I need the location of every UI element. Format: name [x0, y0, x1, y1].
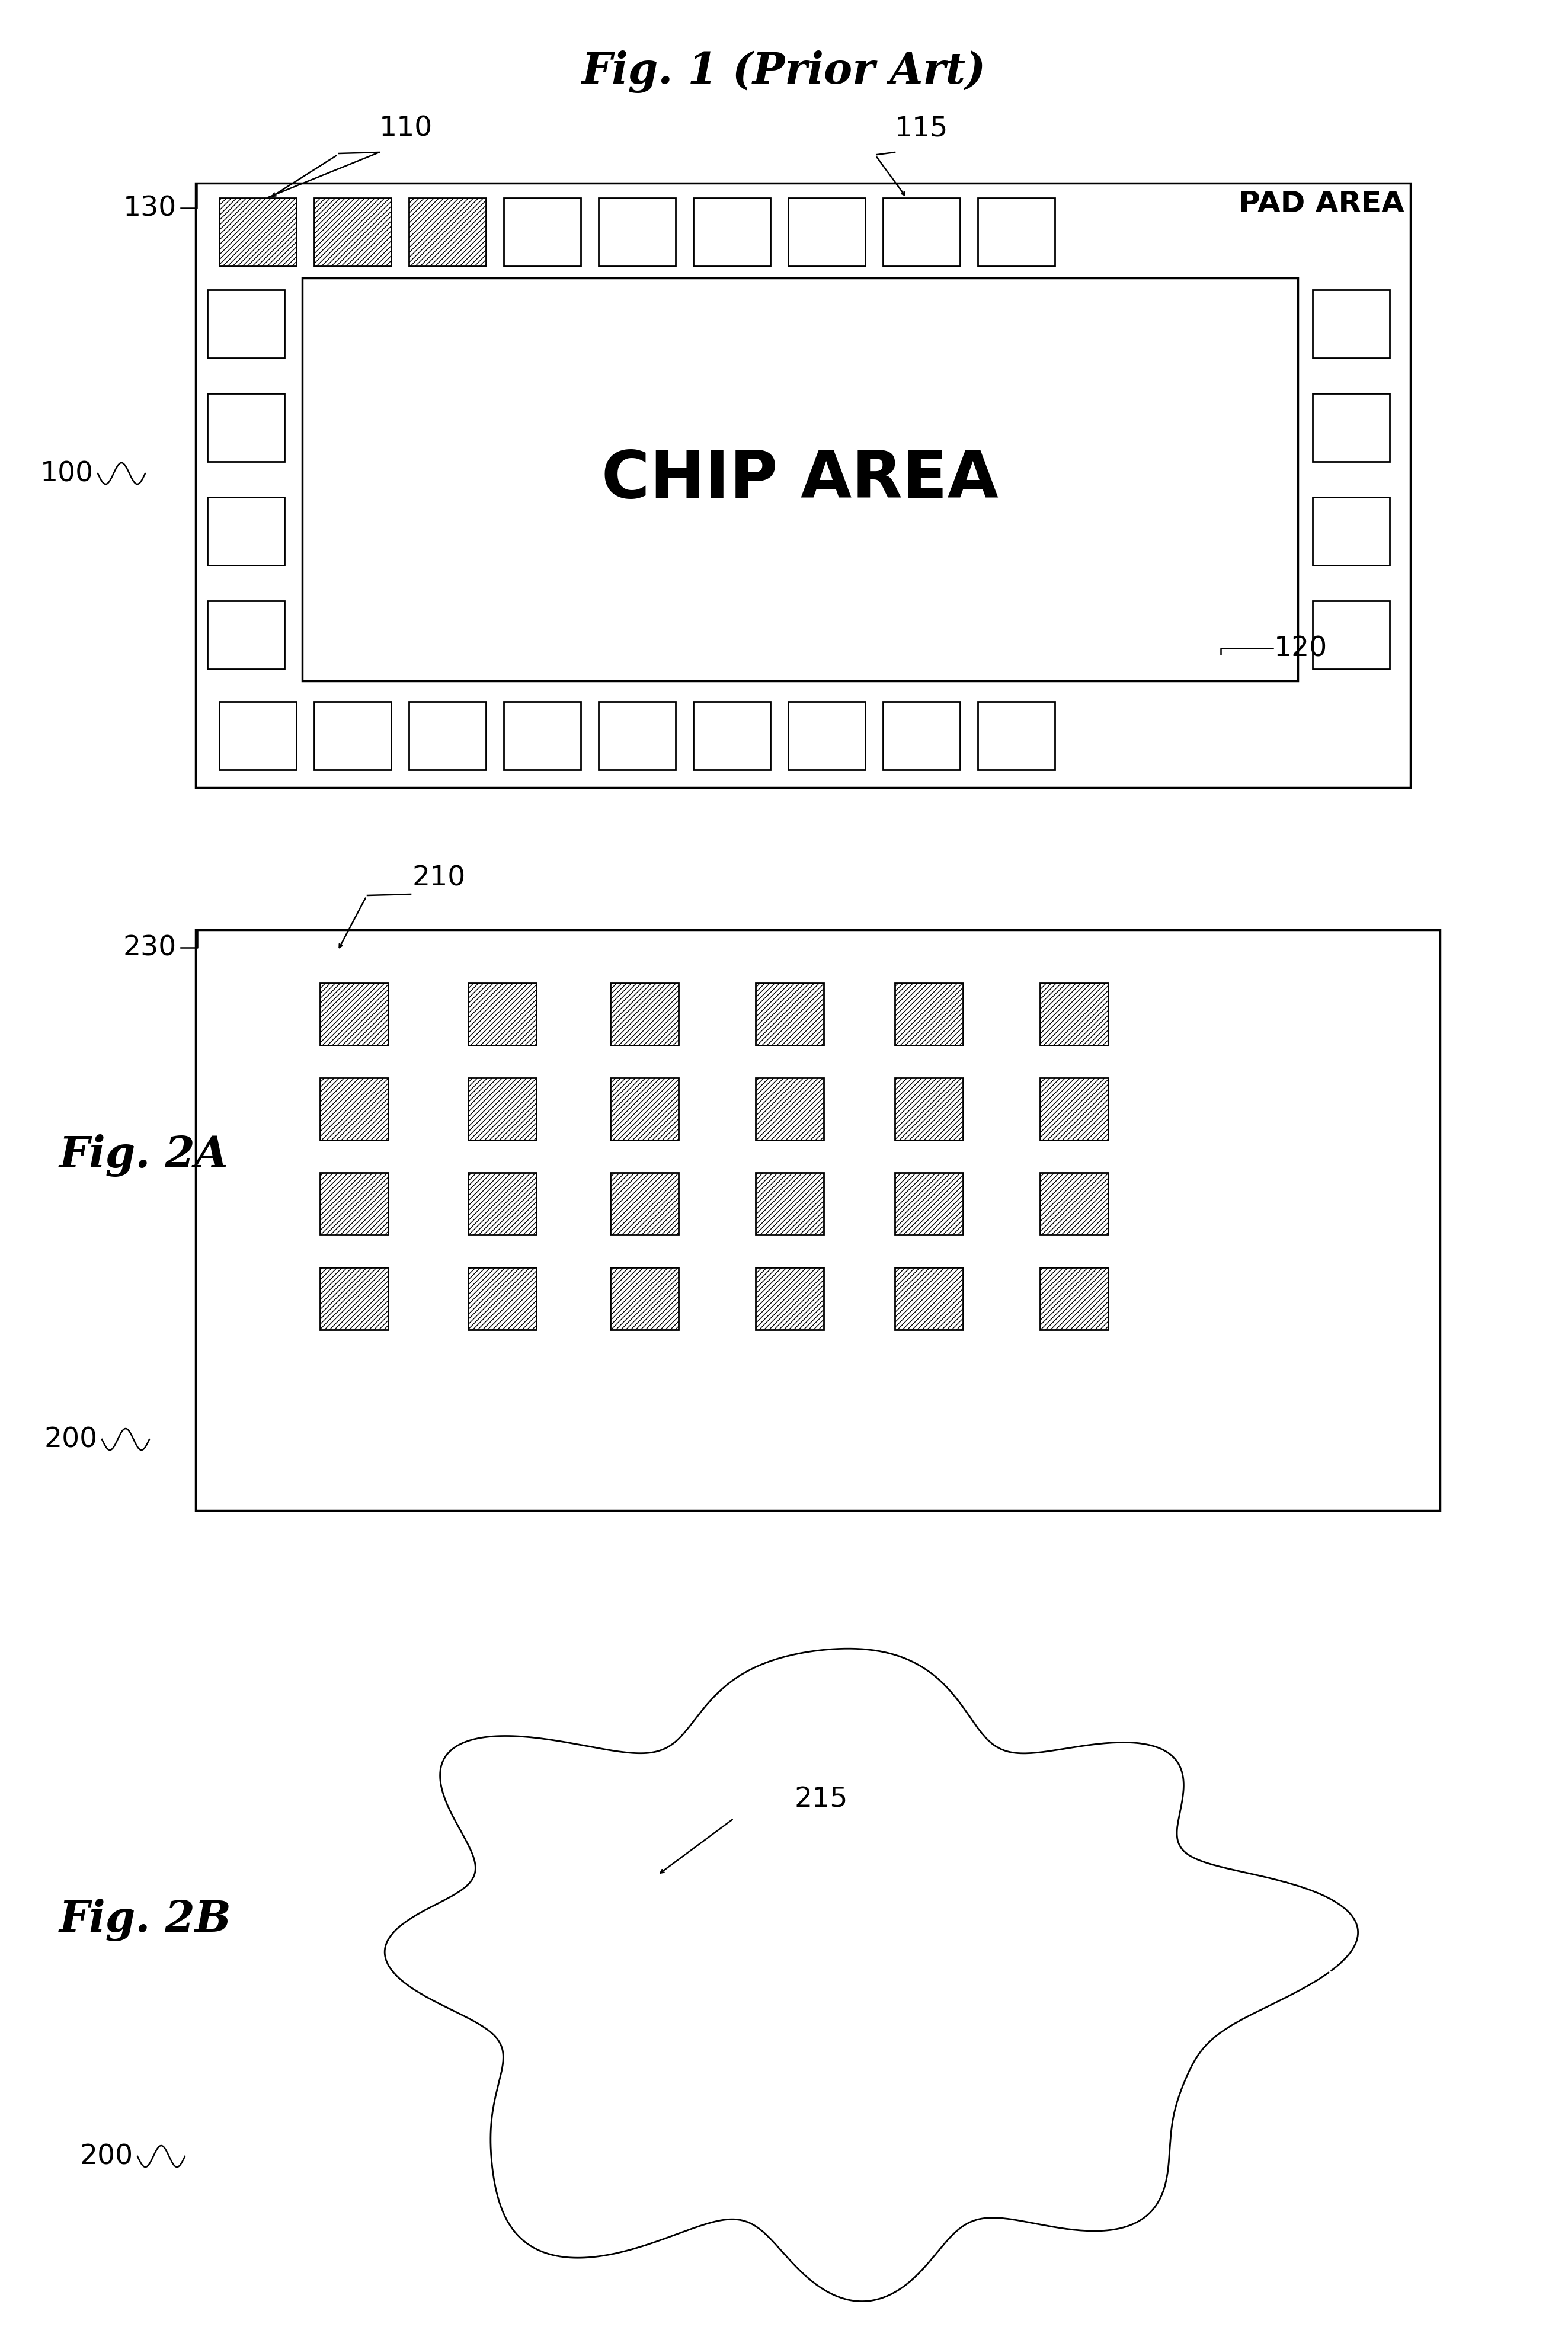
- Bar: [610, 1268, 679, 1331]
- Bar: [320, 1268, 389, 1331]
- Bar: [207, 394, 284, 462]
- Bar: [303, 279, 1298, 682]
- Bar: [409, 703, 486, 771]
- Bar: [220, 703, 296, 771]
- Bar: [895, 984, 963, 1045]
- Text: PAD AREA: PAD AREA: [1239, 190, 1405, 218]
- Text: 115: 115: [895, 115, 949, 143]
- Bar: [1040, 1174, 1109, 1235]
- Bar: [469, 1174, 536, 1235]
- Bar: [842, 1992, 919, 2059]
- Bar: [320, 984, 389, 1045]
- Bar: [207, 291, 284, 358]
- Bar: [693, 199, 770, 267]
- Bar: [610, 1078, 679, 1141]
- Bar: [1312, 602, 1389, 670]
- Text: 100: 100: [41, 462, 94, 487]
- Bar: [789, 703, 866, 771]
- Bar: [320, 1174, 389, 1235]
- Bar: [789, 199, 866, 267]
- Bar: [1040, 1268, 1109, 1331]
- Bar: [207, 602, 284, 670]
- Bar: [1312, 394, 1389, 462]
- Bar: [320, 1078, 389, 1141]
- Bar: [756, 1268, 823, 1331]
- Bar: [633, 1874, 712, 1942]
- Text: 230: 230: [124, 935, 177, 961]
- Bar: [314, 703, 390, 771]
- Text: 215: 215: [793, 1785, 848, 1813]
- Bar: [756, 1174, 823, 1235]
- Bar: [895, 1268, 963, 1331]
- Bar: [196, 930, 1439, 1511]
- Bar: [756, 984, 823, 1045]
- Bar: [1040, 1078, 1109, 1141]
- Bar: [883, 703, 960, 771]
- Text: 120: 120: [1275, 635, 1328, 663]
- Bar: [1040, 984, 1109, 1045]
- Text: Fig. 2B: Fig. 2B: [60, 1898, 232, 1940]
- Bar: [1312, 291, 1389, 358]
- Bar: [599, 199, 676, 267]
- Polygon shape: [384, 1649, 1358, 2301]
- Bar: [469, 984, 536, 1045]
- Bar: [469, 1268, 536, 1331]
- Bar: [895, 1078, 963, 1141]
- Bar: [409, 199, 486, 267]
- Bar: [978, 199, 1055, 267]
- Bar: [978, 703, 1055, 771]
- Bar: [693, 703, 770, 771]
- Bar: [314, 199, 390, 267]
- Text: 130: 130: [124, 194, 177, 223]
- Bar: [599, 703, 676, 771]
- Bar: [610, 1174, 679, 1235]
- Text: Fig. 2A: Fig. 2A: [60, 1134, 229, 1176]
- Bar: [469, 1078, 536, 1141]
- Text: 110: 110: [379, 115, 433, 143]
- Bar: [220, 199, 296, 267]
- Bar: [663, 1992, 740, 2059]
- Text: 200: 200: [44, 1427, 97, 1453]
- Bar: [207, 497, 284, 565]
- Bar: [756, 1078, 823, 1141]
- Bar: [800, 1874, 877, 1942]
- Bar: [610, 984, 679, 1045]
- Bar: [883, 199, 960, 267]
- Bar: [960, 1874, 1036, 1942]
- Bar: [895, 1174, 963, 1235]
- Text: Fig. 1 (Prior Art): Fig. 1 (Prior Art): [582, 49, 986, 94]
- Bar: [1312, 497, 1389, 565]
- Bar: [196, 183, 1410, 787]
- Bar: [503, 199, 580, 267]
- Text: 200: 200: [80, 2144, 133, 2170]
- Text: CHIP AREA: CHIP AREA: [602, 448, 999, 511]
- Text: 210: 210: [412, 865, 466, 893]
- Bar: [503, 703, 580, 771]
